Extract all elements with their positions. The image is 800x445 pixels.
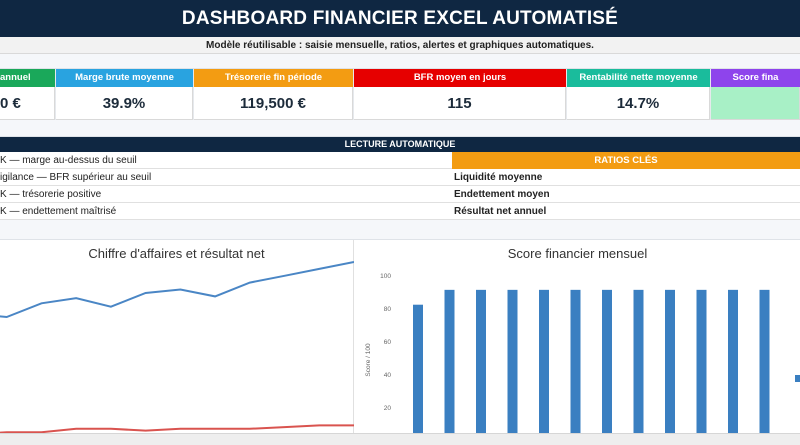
legend-swatch — [795, 375, 800, 382]
dashboard-subtitle: Modèle réutilisable : saisie mensuelle, … — [0, 37, 800, 54]
spacer-row — [0, 120, 800, 137]
line-chart — [0, 261, 354, 434]
ratios-header: RATIOS CLÉS — [452, 152, 800, 169]
kpi-value: 14.7% — [567, 87, 710, 120]
kpi-value — [711, 87, 800, 120]
bar — [444, 289, 455, 435]
bar-chart-title: Score financier mensuel — [507, 246, 648, 261]
bar-chart: 100 80 60 40 20 Score / 100 — [365, 273, 800, 435]
kpi-label: Marge brute moyenne — [56, 69, 193, 87]
lecture-header: LECTURE AUTOMATIQUE — [0, 137, 800, 152]
kpi-label: Score fina — [711, 69, 800, 87]
lecture-row: K — marge au-dessus du seuil — [0, 152, 452, 169]
line-series-2 — [0, 424, 354, 434]
bar — [476, 289, 486, 435]
bar — [759, 289, 770, 435]
line-series-1 — [0, 261, 354, 319]
line-chart-panel[interactable]: Chiffre d'affaires et résultat net — [0, 240, 354, 435]
bar — [728, 289, 738, 435]
bar-chart-panel[interactable]: Score financier mensuel 100 80 60 40 20 Score… — [355, 240, 800, 435]
lecture-row: K — trésorerie positive — [0, 186, 452, 203]
y-tick-label: 60 — [384, 339, 392, 346]
line-chart-title: Chiffre d'affaires et résultat net — [88, 246, 265, 261]
lecture-row: igilance — BFR supérieur au seuil — [0, 169, 452, 186]
bar — [507, 289, 518, 435]
sheet-bottom-strip — [0, 433, 800, 445]
bar — [602, 289, 612, 435]
kpi-value: 39.9% — [56, 87, 193, 120]
kpi-label: Trésorerie fin période — [194, 69, 353, 87]
lecture-row: K — endettement maîtrisé — [0, 203, 452, 220]
bar — [570, 289, 581, 435]
kpi-label: BFR moyen en jours — [354, 69, 566, 87]
y-axis-label: Score / 100 — [365, 343, 372, 377]
ratio-row-resultat: Résultat net annuel — [452, 203, 800, 220]
y-tick-label: 20 — [384, 405, 392, 412]
bar — [633, 289, 644, 435]
kpi-label: annuel — [0, 69, 55, 87]
bar — [539, 289, 549, 435]
ratio-row-endettement: Endettement moyen — [452, 186, 800, 203]
y-tick-label: 100 — [380, 273, 391, 280]
spacer-row — [0, 220, 800, 240]
bar — [665, 289, 675, 435]
kpi-value: 0 € — [0, 87, 55, 120]
ratio-row-liquidite: Liquidité moyenne — [452, 169, 800, 186]
y-tick-label: 80 — [384, 306, 392, 313]
kpi-label: Rentabilité nette moyenne — [567, 69, 710, 87]
spacer-row — [0, 54, 800, 69]
kpi-value: 119,500 € — [194, 87, 353, 120]
kpi-value: 115 — [354, 87, 566, 120]
bar — [413, 304, 423, 435]
y-tick-label: 40 — [384, 372, 392, 379]
dashboard-title: DASHBOARD FINANCIER EXCEL AUTOMATISÉ — [0, 0, 800, 37]
bar — [696, 289, 707, 435]
